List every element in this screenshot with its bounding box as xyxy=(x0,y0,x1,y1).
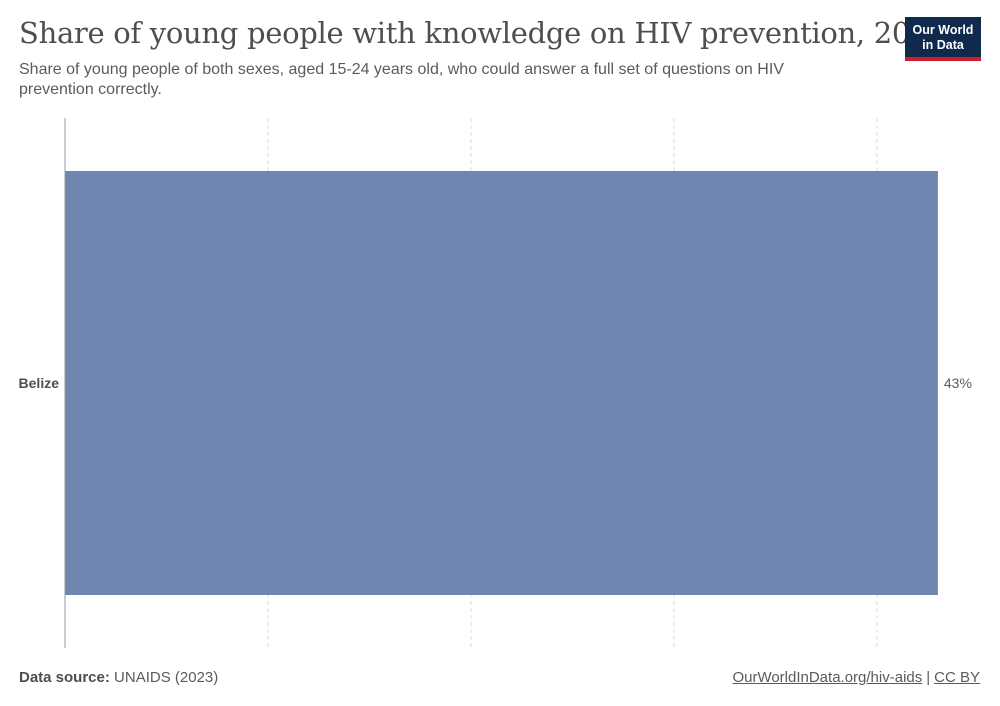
value-label: 43% xyxy=(944,375,972,391)
footer-links: OurWorldInData.org/hiv-aids | CC BY xyxy=(732,669,980,686)
category-label: Belize xyxy=(19,375,60,391)
labels: Belize 43% xyxy=(19,375,972,391)
bars xyxy=(65,171,938,595)
chart-subtitle: Share of young people of both sexes, age… xyxy=(19,61,784,98)
footer-separator: | xyxy=(926,669,931,686)
logo-line-2: in Data xyxy=(922,38,964,52)
data-source: Data source: UNAIDS (2023) xyxy=(19,669,218,686)
logo-line-1: Our World xyxy=(912,23,974,37)
license-link[interactable]: CC BY xyxy=(934,669,980,686)
owid-logo[interactable]: Our World in Data xyxy=(905,17,981,61)
chart-title: Share of young people with knowledge on … xyxy=(19,16,947,50)
bar-belize[interactable] xyxy=(65,171,938,595)
data-source-label: Data source: xyxy=(19,669,110,686)
data-source-value: UNAIDS (2023) xyxy=(114,669,219,686)
hiv-aids-link[interactable]: OurWorldInData.org/hiv-aids xyxy=(732,669,923,686)
